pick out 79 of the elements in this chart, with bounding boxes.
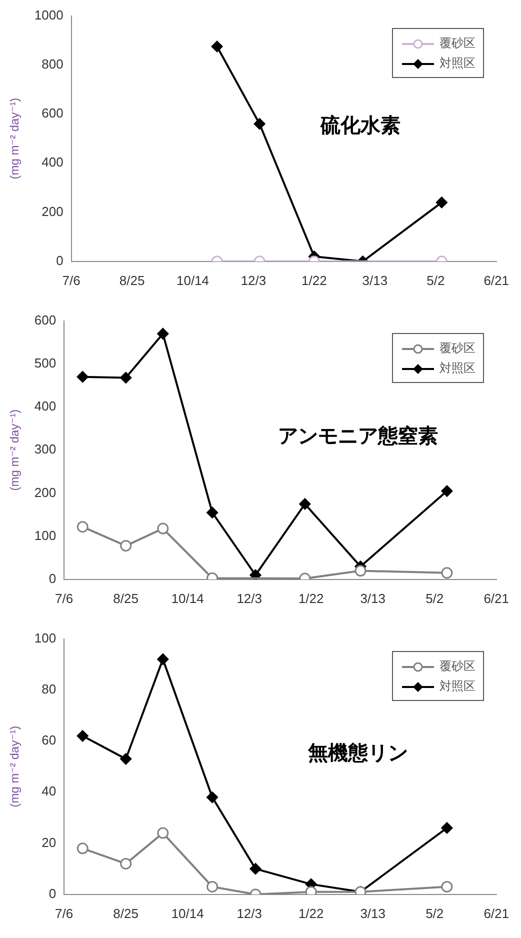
point — [76, 521, 88, 533]
y-tick-label: 0 — [48, 886, 56, 901]
y-tick-label: 100 — [34, 528, 56, 543]
point — [299, 498, 311, 510]
x-tick-label: 6/21 — [484, 590, 510, 606]
y-tick-label: 600 — [42, 106, 64, 121]
point — [157, 827, 169, 839]
point — [76, 730, 88, 742]
point — [206, 792, 218, 804]
x-tick-label: 8/25 — [113, 590, 138, 606]
x-tick-label: 6/21 — [484, 272, 510, 288]
legend-label: 対照区 — [439, 360, 476, 375]
y-tick-label: 20 — [42, 834, 56, 850]
x-tick-label: 1/22 — [298, 906, 324, 921]
x-tick-label: 7/6 — [55, 906, 74, 921]
text: アンモニア態窒素 — [278, 424, 438, 448]
x-tick-label: 10/14 — [171, 590, 204, 606]
legend-label: 覆砂区 — [439, 658, 476, 673]
y-tick-label: 500 — [34, 355, 56, 370]
x-tick-label: 12/3 — [236, 590, 262, 606]
point — [76, 842, 88, 854]
point — [120, 753, 132, 765]
y-tick-label: 600 — [34, 312, 56, 328]
point — [120, 372, 132, 384]
legend-label: 対照区 — [439, 56, 476, 70]
point — [441, 567, 453, 579]
y-tick-label: 80 — [42, 682, 56, 696]
x-tick-label: 3/13 — [360, 906, 386, 921]
y-tick-label: 0 — [48, 570, 56, 586]
x-tick-label: 5/2 — [426, 272, 445, 288]
x-tick-label: 12/3 — [236, 906, 262, 921]
point — [76, 371, 88, 383]
y-axis-title: (mg m⁻² day⁻¹) — [8, 98, 22, 180]
y-tick-label: 300 — [34, 442, 56, 457]
point — [254, 118, 266, 130]
point — [120, 540, 132, 552]
point — [157, 654, 169, 665]
y-tick-label: 200 — [42, 204, 64, 219]
point — [441, 822, 453, 834]
x-tick-label: 3/13 — [362, 272, 388, 288]
text: 無機態リン — [307, 741, 408, 764]
y-tick-label: 100 — [34, 630, 56, 646]
text: 硫化水素 — [319, 114, 400, 137]
y-tick-label: 0 — [56, 252, 64, 268]
x-tick-label: 6/21 — [484, 906, 510, 921]
point — [157, 522, 169, 534]
x-tick-label: 7/6 — [55, 590, 74, 606]
x-tick-label: 12/3 — [240, 272, 266, 288]
x-tick-label: 8/25 — [113, 906, 138, 921]
x-tick-label: 10/14 — [171, 906, 204, 921]
point — [206, 880, 218, 892]
x-tick-label: 8/25 — [119, 272, 145, 288]
y-axis-title: (mg m⁻² day⁻¹) — [8, 409, 22, 491]
y-tick-label: 400 — [42, 154, 64, 170]
point — [250, 863, 262, 875]
point — [157, 328, 169, 340]
point — [120, 858, 132, 870]
y-tick-label: 200 — [34, 484, 56, 500]
legend-label: 覆砂区 — [439, 36, 476, 50]
x-tick-label: 1/22 — [298, 590, 324, 606]
x-tick-label: 5/2 — [426, 906, 444, 921]
y-tick-label: 1000 — [34, 7, 64, 22]
point — [441, 880, 453, 892]
y-tick-label: 40 — [42, 784, 56, 799]
y-axis-title: (mg m⁻² day⁻¹) — [8, 726, 22, 808]
point — [211, 40, 223, 52]
x-tick-label: 1/22 — [302, 272, 327, 288]
legend-label: 覆砂区 — [439, 340, 476, 355]
y-tick-label: 60 — [42, 732, 56, 748]
y-tick-label: 400 — [34, 398, 56, 414]
x-tick-label: 5/2 — [426, 590, 444, 606]
point — [441, 485, 453, 497]
point — [206, 506, 218, 518]
point — [354, 565, 366, 577]
x-tick-label: 3/13 — [360, 590, 386, 606]
y-tick-label: 800 — [42, 56, 64, 72]
x-tick-label: 7/6 — [62, 272, 80, 288]
x-tick-label: 10/14 — [176, 272, 210, 288]
legend-label: 対照区 — [439, 678, 476, 693]
